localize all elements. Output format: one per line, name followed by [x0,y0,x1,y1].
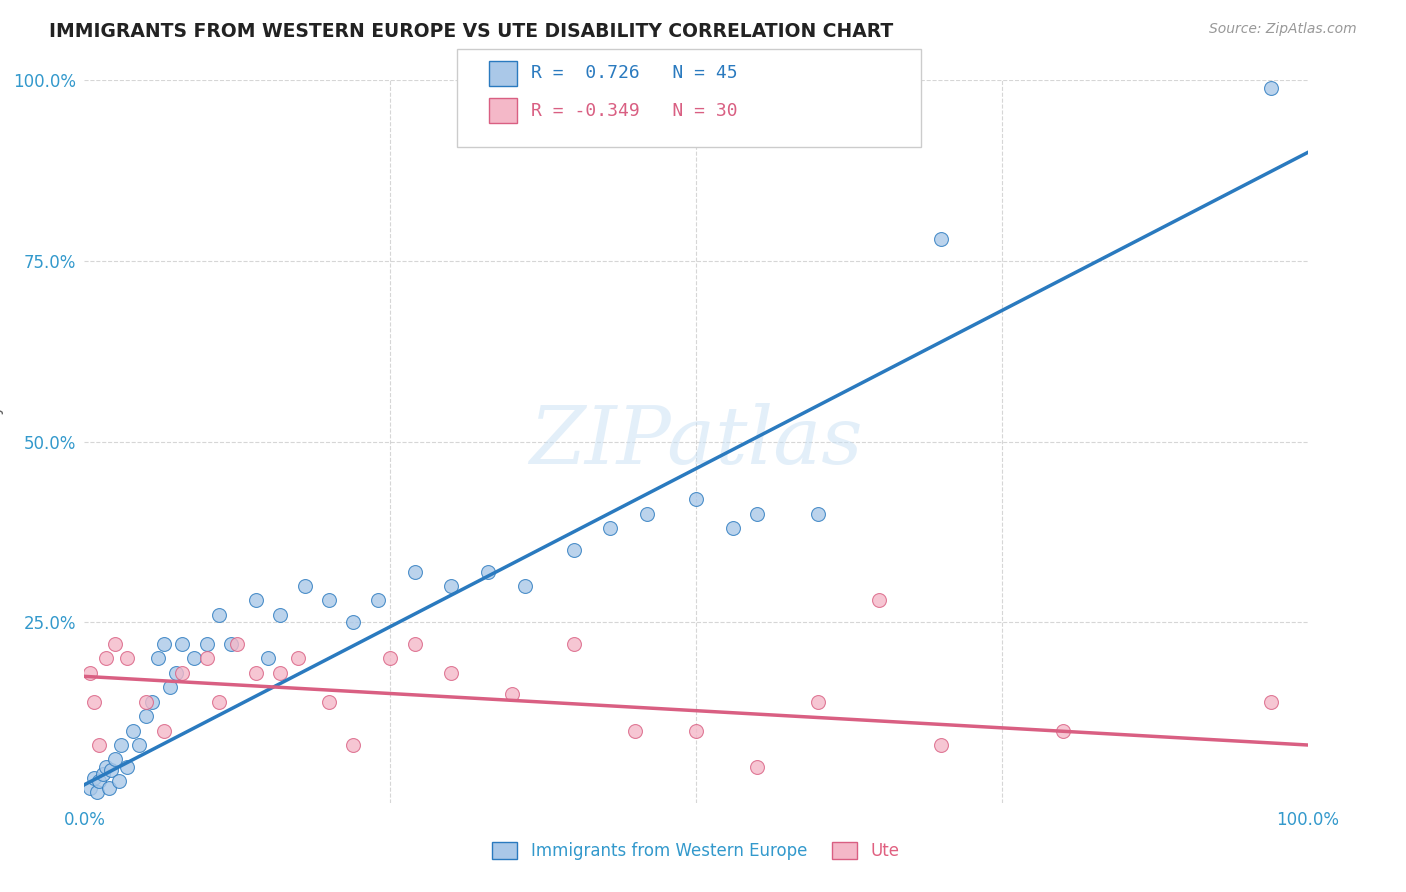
Point [404,565,426,579]
Point [342,738,364,752]
Point [159,680,181,694]
Point [208,695,231,709]
Point [245,593,267,607]
Point [100,764,122,778]
Point [562,637,585,651]
Point [107,774,129,789]
Point [86,785,108,799]
Point [245,665,267,680]
Text: ZIPatlas: ZIPatlas [529,403,863,480]
Point [87,774,110,789]
Point [83,695,105,709]
Point [153,637,176,651]
Point [440,579,463,593]
Point [1260,80,1282,95]
Point [104,637,127,651]
Point [318,593,340,607]
Point [122,723,145,738]
Point [110,738,132,752]
Point [624,723,647,738]
Point [135,695,157,709]
Point [219,637,242,651]
Text: R =  0.726   N = 45: R = 0.726 N = 45 [531,64,738,82]
Point [104,752,127,766]
Point [87,738,110,752]
Point [685,492,707,507]
Point [269,665,291,680]
Point [115,651,138,665]
Point [183,651,205,665]
Text: IMMIGRANTS FROM WESTERN EUROPE VS UTE DISABILITY CORRELATION CHART: IMMIGRANTS FROM WESTERN EUROPE VS UTE DI… [49,22,893,41]
Point [97,781,120,796]
Point [287,651,309,665]
Point [502,687,524,701]
Point [342,615,364,630]
Text: R = -0.349   N = 30: R = -0.349 N = 30 [531,102,738,120]
Point [83,771,105,785]
Point [1052,723,1074,738]
Point [226,637,249,651]
Point [380,651,402,665]
Point [747,760,769,774]
Point [318,695,340,709]
Point [96,760,118,774]
Point [165,665,187,680]
Point [869,593,891,607]
Point [115,760,138,774]
Point [172,637,194,651]
Point [807,695,830,709]
Point [747,507,769,521]
Point [96,651,118,665]
Point [79,665,101,680]
Point [195,651,218,665]
Point [91,767,114,781]
Point [404,637,426,651]
Point [172,665,194,680]
Point [636,507,658,521]
Point [208,607,231,622]
Point [269,607,291,622]
Point [257,651,280,665]
Point [153,723,176,738]
Point [721,521,744,535]
Point [562,542,585,557]
Point [1260,695,1282,709]
Point [513,579,536,593]
Point [929,738,952,752]
Point [440,665,463,680]
Point [195,637,218,651]
Point [79,781,101,796]
Legend: Immigrants from Western Europe, Ute: Immigrants from Western Europe, Ute [486,835,905,867]
Text: Source: ZipAtlas.com: Source: ZipAtlas.com [1209,22,1357,37]
Point [141,695,163,709]
Point [807,507,830,521]
Point [294,579,316,593]
Y-axis label: Disability: Disability [0,403,1,480]
Point [929,232,952,246]
Point [367,593,389,607]
Point [599,521,621,535]
Point [685,723,707,738]
Point [477,565,499,579]
Point [135,709,157,723]
Point [146,651,169,665]
Point [128,738,150,752]
